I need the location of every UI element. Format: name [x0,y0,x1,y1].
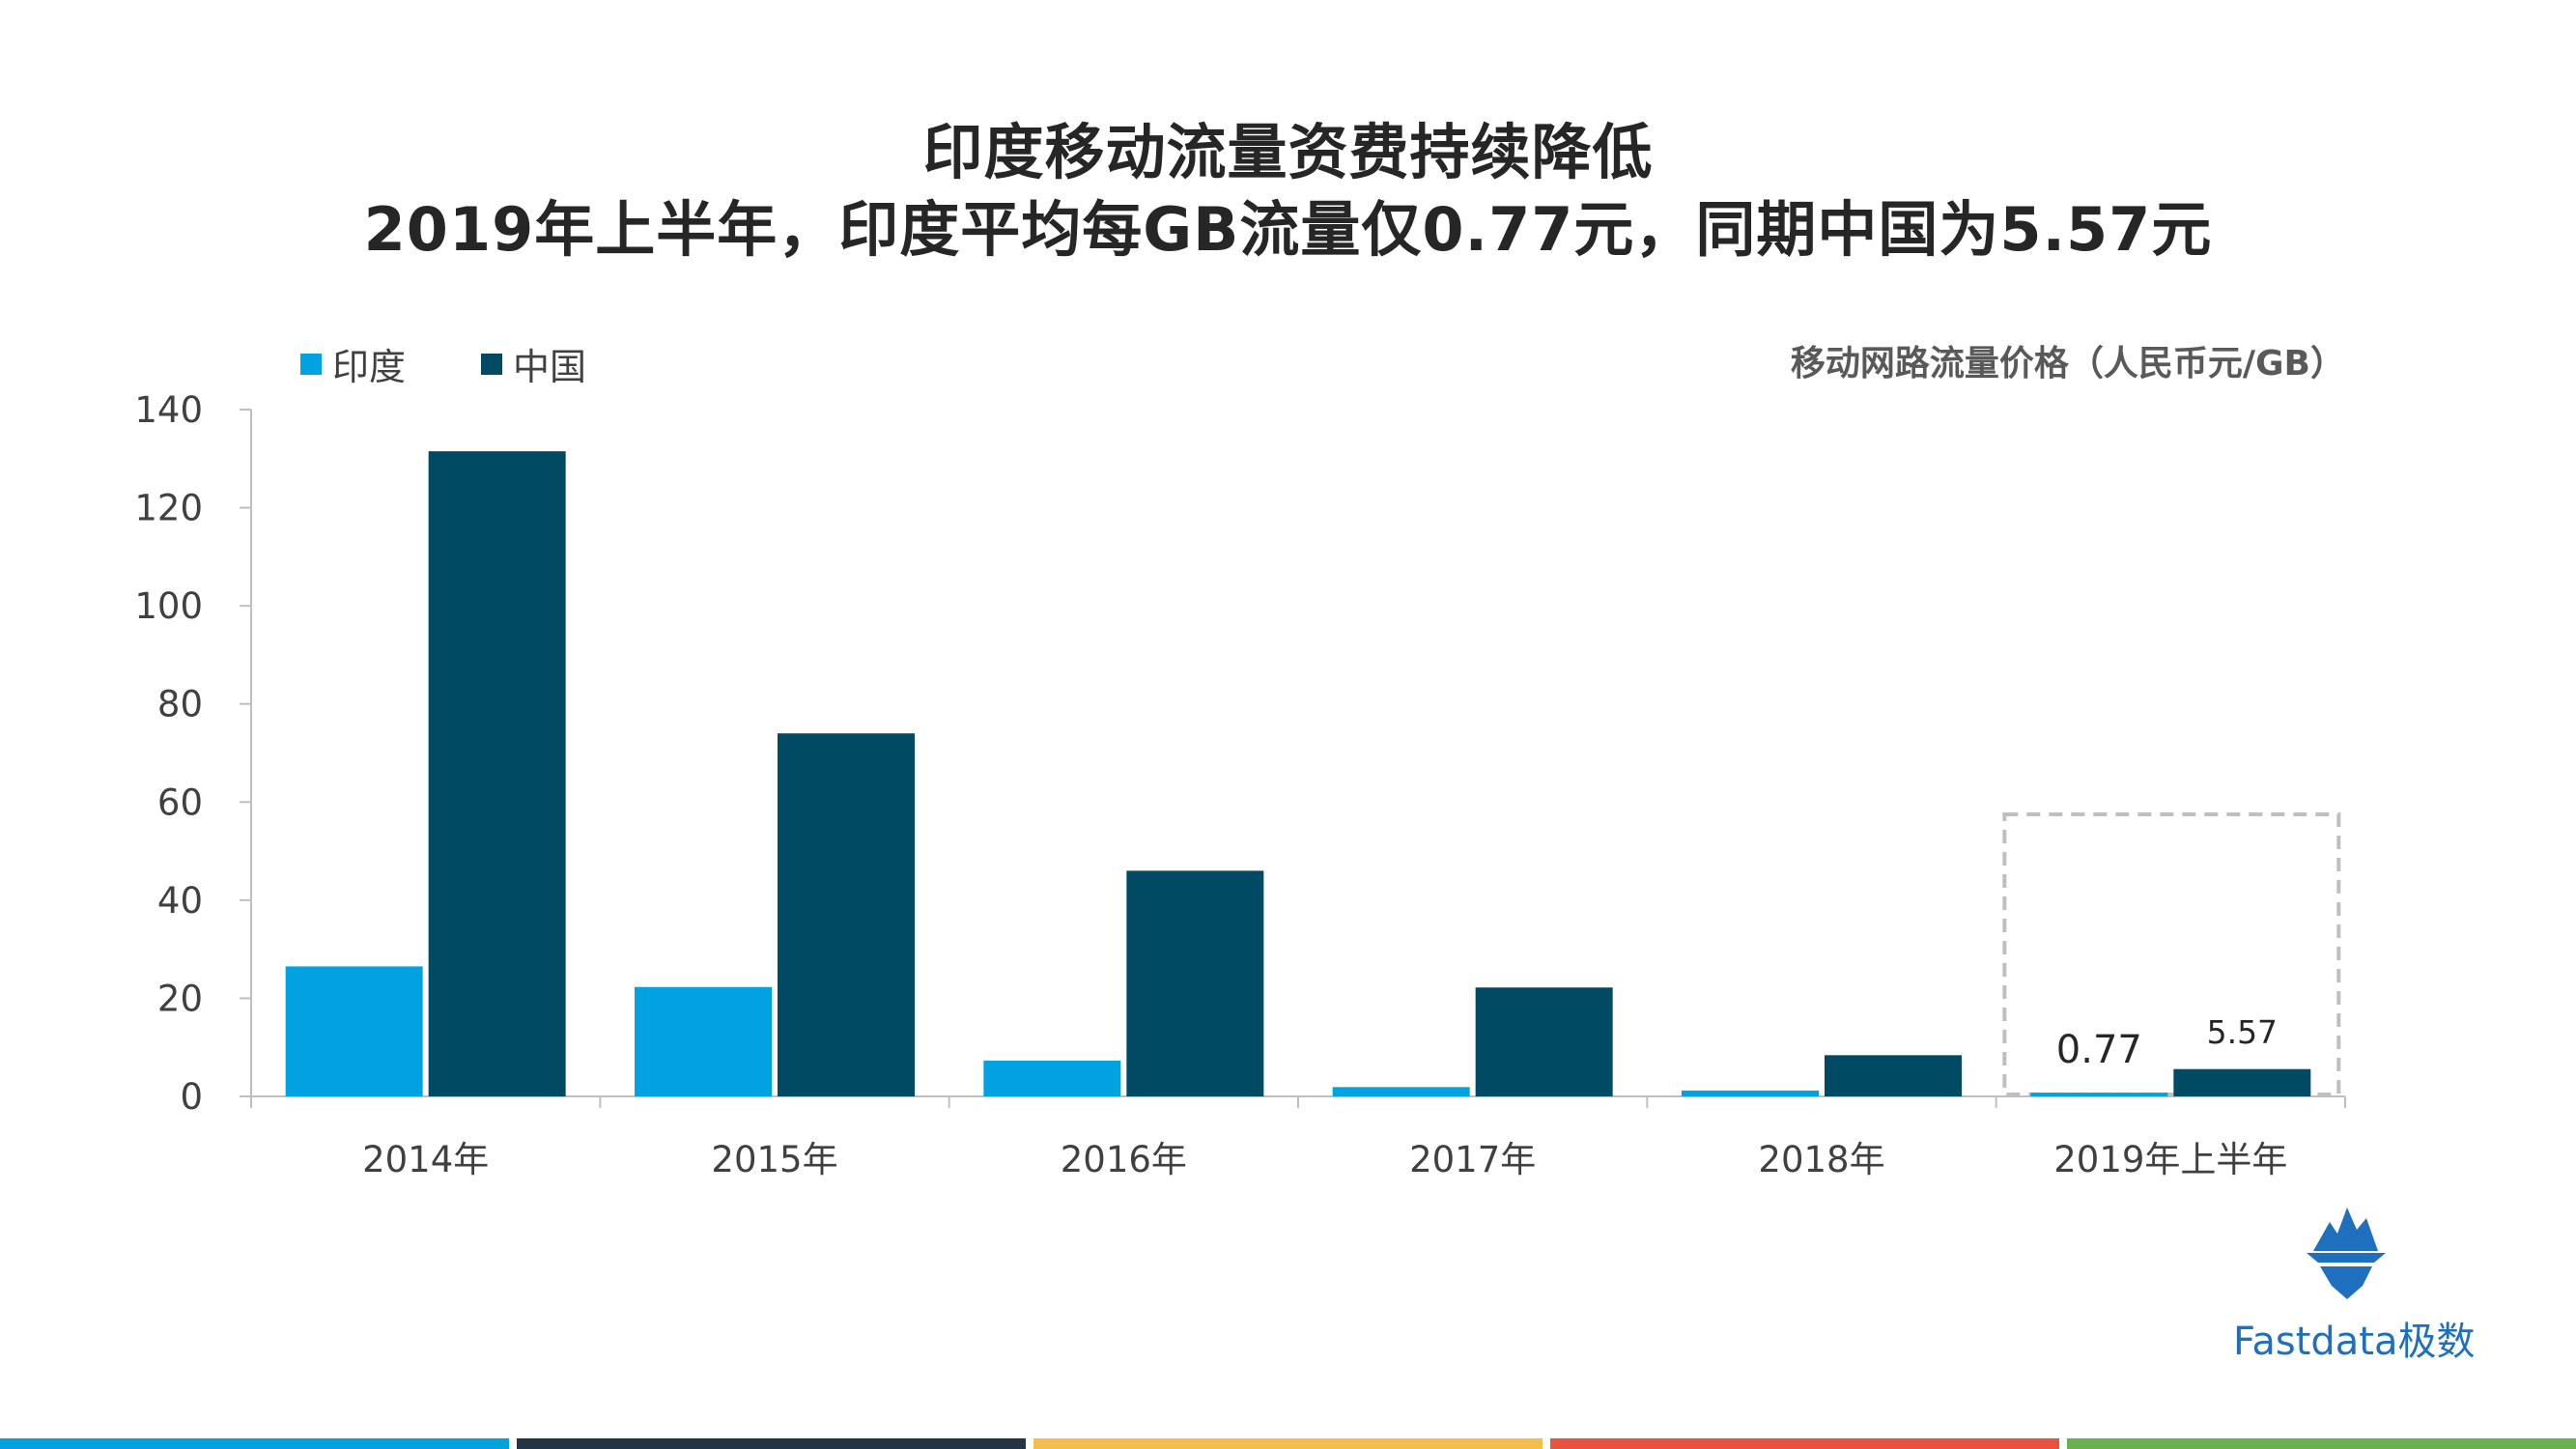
x-tick-label: 2016年 [1061,1139,1187,1180]
footer-bar-1 [0,1438,509,1449]
bar-india [1682,1090,1819,1096]
bar-india [285,966,423,1096]
bar-india [635,986,772,1096]
title-line-1: 印度移动流量资费持续降低 [922,117,1654,187]
footer-color-bars [0,1438,2576,1449]
x-tick-label: 2019年上半年 [2053,1139,2287,1180]
legend-swatch-india [300,354,322,375]
title-line-2: 2019年上半年，印度平均每GB流量仅0.77元，同期中国为5.57元 [363,194,2213,265]
logo-text: Fastdata极数 [2233,1320,2476,1364]
bar-india [983,1060,1121,1096]
data-label-india: 0.77 [2056,1028,2142,1072]
iceberg-icon [2307,1208,2386,1299]
bar-china [428,451,566,1096]
title-block: 印度移动流量资费持续降低 2019年上半年，印度平均每GB流量仅0.77元，同期… [0,114,2576,269]
y-tick-label: 140 [134,389,203,431]
highlight-box [2002,812,2341,1096]
x-tick-label: 2017年 [1409,1139,1536,1180]
y-tick-label: 60 [157,781,203,823]
legend: 印度 中国 [300,346,586,388]
bar-china [1825,1055,1962,1096]
axes: 0 20 40 60 80 100 120 140 [134,389,2346,1118]
bar-india [2030,1093,2168,1096]
footer-bar-3 [1033,1438,1543,1449]
legend-label-india: 印度 [332,346,406,388]
legend-label-china: 中国 [513,346,586,388]
x-tick-label: 2018年 [1758,1139,1884,1180]
footer-bar-4 [1550,1438,2059,1449]
y-tick-label: 0 [180,1076,203,1118]
bar-china [1475,987,1613,1096]
y-tick-label: 20 [157,978,203,1019]
bar-china [2173,1068,2311,1096]
x-tick-label: 2014年 [362,1139,489,1180]
legend-swatch-china [481,354,502,375]
labels: 2014年 2015年 2016年 2017年 2018年 2019年上半年 0.77 5.5… [362,1013,2287,1180]
footer-bar-2 [517,1438,1026,1449]
y-tick-label: 120 [134,488,203,529]
bar-china [1126,870,1264,1096]
y-tick-label: 40 [157,880,203,922]
x-tick-label: 2015年 [711,1139,837,1180]
y-tick-label: 80 [157,684,203,725]
bars [285,451,2311,1096]
y-tick-label: 100 [134,585,203,627]
unit-label: 移动网路流量价格（人民币元/GB） [1791,344,2345,384]
footer-bar-5 [2067,1438,2576,1449]
data-label-china: 5.57 [2207,1013,2278,1051]
bar-china [778,733,915,1096]
bar-india [1332,1087,1470,1096]
